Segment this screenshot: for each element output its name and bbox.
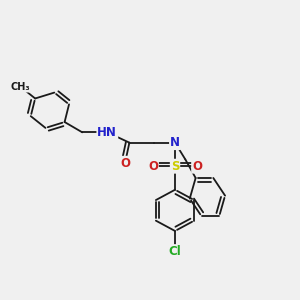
Text: CH₃: CH₃: [11, 82, 30, 92]
Text: O: O: [120, 157, 130, 170]
Text: S: S: [171, 160, 179, 173]
Text: N: N: [170, 136, 180, 149]
Text: HN: HN: [98, 126, 117, 139]
Text: O: O: [148, 160, 158, 173]
Text: O: O: [192, 160, 202, 173]
Text: Cl: Cl: [169, 245, 182, 258]
